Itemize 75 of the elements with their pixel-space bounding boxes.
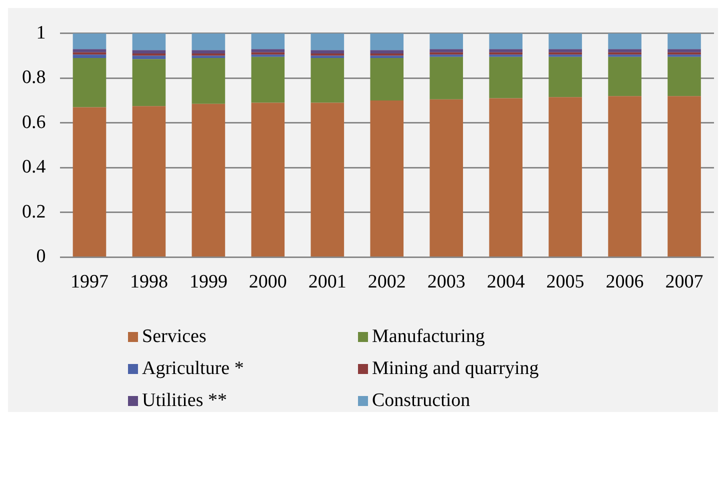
bar xyxy=(668,96,701,256)
x-tick-label: 2002 xyxy=(368,272,406,293)
bar xyxy=(192,50,226,54)
bar xyxy=(132,33,166,50)
legend-label: Manufacturing xyxy=(372,326,485,348)
legend-label: Services xyxy=(142,326,206,348)
bar xyxy=(310,56,344,58)
bar xyxy=(430,56,464,100)
x-tick-label: 1997 xyxy=(70,272,108,293)
bar xyxy=(548,33,582,50)
x-tick-label: 2007 xyxy=(665,272,704,293)
bar xyxy=(668,56,701,96)
x-tick-label: 2005 xyxy=(546,272,584,293)
x-tick-label: 1998 xyxy=(130,272,168,293)
bar xyxy=(608,56,642,96)
bar xyxy=(489,49,522,52)
bar xyxy=(489,52,522,55)
x-tick-label: 2004 xyxy=(486,272,526,293)
bar xyxy=(192,33,226,50)
bar xyxy=(548,52,582,55)
bar xyxy=(668,49,701,52)
bar xyxy=(430,33,464,50)
bar xyxy=(489,98,522,256)
y-tick-label: 0.8 xyxy=(22,67,46,88)
bar xyxy=(251,56,285,103)
bar xyxy=(251,102,285,256)
bar xyxy=(370,100,404,256)
y-tick-label: 0.4 xyxy=(22,156,46,178)
x-tick-label: 2001 xyxy=(308,272,346,293)
bar xyxy=(430,49,464,52)
bar xyxy=(489,56,522,98)
bar xyxy=(310,50,344,54)
x-tick-label: 2003 xyxy=(427,272,466,293)
bar xyxy=(548,49,582,52)
bar xyxy=(251,49,285,52)
bar xyxy=(608,33,642,50)
bar xyxy=(430,52,464,55)
bar xyxy=(72,49,106,52)
x-tick-label: 2006 xyxy=(606,272,644,293)
legend-label: Construction xyxy=(372,390,470,412)
bar xyxy=(370,33,404,50)
bar xyxy=(370,58,404,101)
bar xyxy=(310,33,344,50)
y-tick-label: 0.6 xyxy=(22,112,46,133)
bar xyxy=(72,58,106,108)
bar xyxy=(132,106,166,256)
bar xyxy=(489,33,522,50)
y-tick-label: 0 xyxy=(36,246,46,268)
bar xyxy=(548,97,582,256)
bar xyxy=(192,58,226,104)
legend-label: Utilities ** xyxy=(142,390,227,412)
bar xyxy=(608,96,642,256)
y-tick-label: 0.2 xyxy=(22,201,46,222)
bar xyxy=(192,104,226,256)
bar xyxy=(668,52,701,55)
bar xyxy=(548,56,582,98)
bar xyxy=(608,49,642,52)
bar xyxy=(132,50,166,54)
bar xyxy=(608,52,642,55)
bar xyxy=(72,107,106,256)
bar xyxy=(72,33,106,50)
x-tick-label: 2000 xyxy=(248,272,287,293)
bar xyxy=(430,99,464,256)
bar xyxy=(668,33,701,50)
y-tick-label: 1 xyxy=(36,22,46,44)
bar xyxy=(310,58,344,103)
bar xyxy=(370,56,404,58)
legend-label: Agriculture * xyxy=(142,358,244,380)
bar xyxy=(72,54,106,58)
legend-label: Mining and quarrying xyxy=(372,358,539,380)
bar xyxy=(132,59,166,106)
bar xyxy=(370,50,404,54)
bar xyxy=(310,102,344,256)
bar xyxy=(251,33,285,50)
x-tick-label: 1999 xyxy=(189,272,228,293)
